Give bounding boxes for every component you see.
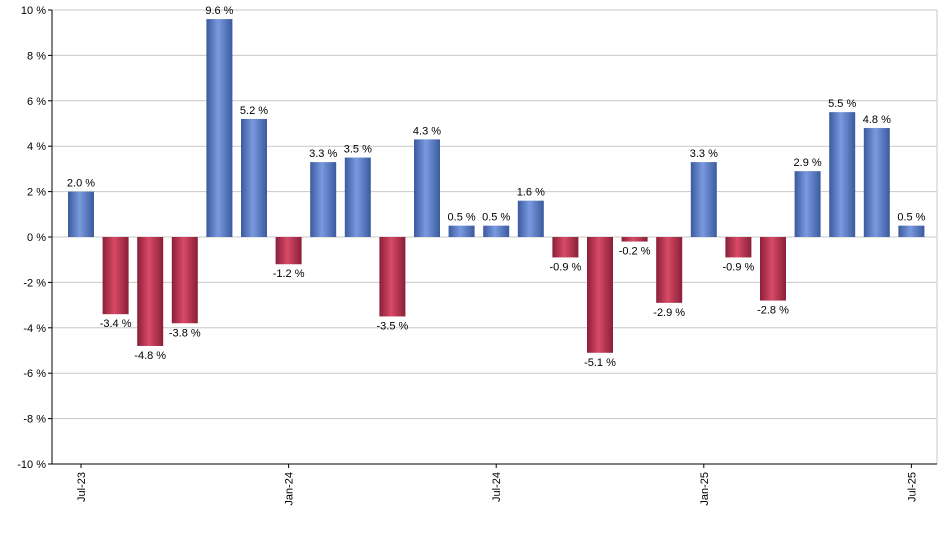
- y-tick-label: 10 %: [21, 5, 46, 17]
- bar-Sep-24: [552, 237, 579, 258]
- bar-value-label: -5.1 %: [584, 357, 616, 369]
- bar-Jan-25: [690, 162, 717, 237]
- bar-May-25: [829, 112, 856, 237]
- bar-Apr-25: [794, 171, 821, 237]
- bar-Jul-24: [483, 225, 510, 237]
- bar-Mar-24: [344, 157, 371, 237]
- bar-value-label: 3.3 %: [690, 148, 718, 160]
- x-axis: Jul-23 Jan-24 Jul-24 Jan-25 Jul-25: [52, 463, 937, 506]
- bar-value-label: -1.2 %: [273, 268, 305, 280]
- y-tick-label: -4 %: [23, 323, 46, 335]
- bars: [68, 19, 925, 353]
- bar-value-label: 5.2 %: [240, 105, 268, 117]
- bar-value-label: -2.8 %: [757, 305, 789, 317]
- bar-Mar-25: [760, 237, 786, 301]
- bar-value-label: 4.3 %: [413, 125, 441, 137]
- bar-Nov-24: [621, 237, 648, 242]
- y-tick-label: -10 %: [17, 459, 46, 471]
- bar-value-label: 3.5 %: [344, 144, 372, 156]
- bar-value-label: -0.2 %: [619, 246, 651, 258]
- y-tick-label: -2 %: [23, 277, 46, 289]
- bar-Jun-25: [863, 128, 890, 237]
- bar-value-label: 0.5 %: [897, 212, 925, 224]
- bar-value-label: 3.3 %: [309, 148, 337, 160]
- y-axis: -10 % -8 % -6 % -4 % -2 % 0 % 2 % 4 % 6 % 8 % 10 %: [17, 5, 53, 471]
- bar-value-label: -0.9 %: [550, 261, 582, 273]
- y-tick-label: -8 %: [23, 414, 46, 426]
- bar-value-label: 0.5 %: [482, 212, 510, 224]
- bar-Jan-24: [275, 237, 302, 265]
- y-tick-label: 0 %: [27, 232, 46, 244]
- bar-value-label: -3.4 %: [100, 318, 132, 330]
- bar-Dec-23: [241, 118, 267, 237]
- bar-Dec-24: [656, 237, 683, 303]
- bar-value-label: 1.6 %: [517, 187, 545, 199]
- bar-value-label: 9.6 %: [205, 5, 233, 17]
- x-tick-label: Jul-23: [76, 472, 88, 502]
- bar-Jul-25: [898, 225, 925, 237]
- bar-Aug-23: [102, 237, 129, 315]
- bar-value-label: 2.9 %: [794, 157, 822, 169]
- bar-Feb-25: [725, 237, 752, 258]
- y-tick-label: -6 %: [23, 368, 46, 380]
- bar-value-label: 5.5 %: [828, 98, 856, 110]
- bar-value-labels: 2.0 % -3.4 % -4.8 %-3.8 % 9.6 % 5.2 % -1.2 % 3…: [67, 5, 926, 369]
- bar-May-24: [414, 139, 440, 237]
- y-tick-label: 2 %: [27, 187, 46, 199]
- x-tick-label: Jul-25: [906, 472, 918, 502]
- bar-Aug-24: [517, 200, 544, 237]
- bar-value-label: 4.8 %: [863, 114, 891, 126]
- bar-value-label: -4.8 %: [134, 350, 166, 362]
- bar-Apr-24: [379, 237, 406, 317]
- y-tick-label: 8 %: [27, 50, 46, 62]
- x-tick-label: Jul-24: [491, 472, 503, 502]
- bar-value-label: -3.8 %: [169, 327, 201, 339]
- bar-Nov-23: [206, 19, 233, 237]
- bar-Jun-24: [448, 225, 475, 237]
- x-tick-label: Jan-25: [699, 472, 711, 506]
- x-tick-label: Jan-24: [284, 472, 296, 506]
- bar-Sep-23: [137, 237, 164, 346]
- bar-value-label: 0.5 %: [448, 212, 476, 224]
- bar-value-label: -3.5 %: [377, 320, 409, 332]
- bar-value-label: -0.9 %: [723, 261, 755, 273]
- bar-Feb-24: [310, 162, 337, 237]
- bar-Jul-23: [68, 191, 94, 237]
- bar-value-label: -2.9 %: [653, 307, 685, 319]
- y-tick-label: 4 %: [27, 141, 46, 153]
- bar-Oct-23: [171, 237, 198, 324]
- bar-Oct-24: [587, 237, 613, 353]
- bar-value-label: 2.0 %: [67, 178, 95, 190]
- y-tick-label: 6 %: [27, 96, 46, 108]
